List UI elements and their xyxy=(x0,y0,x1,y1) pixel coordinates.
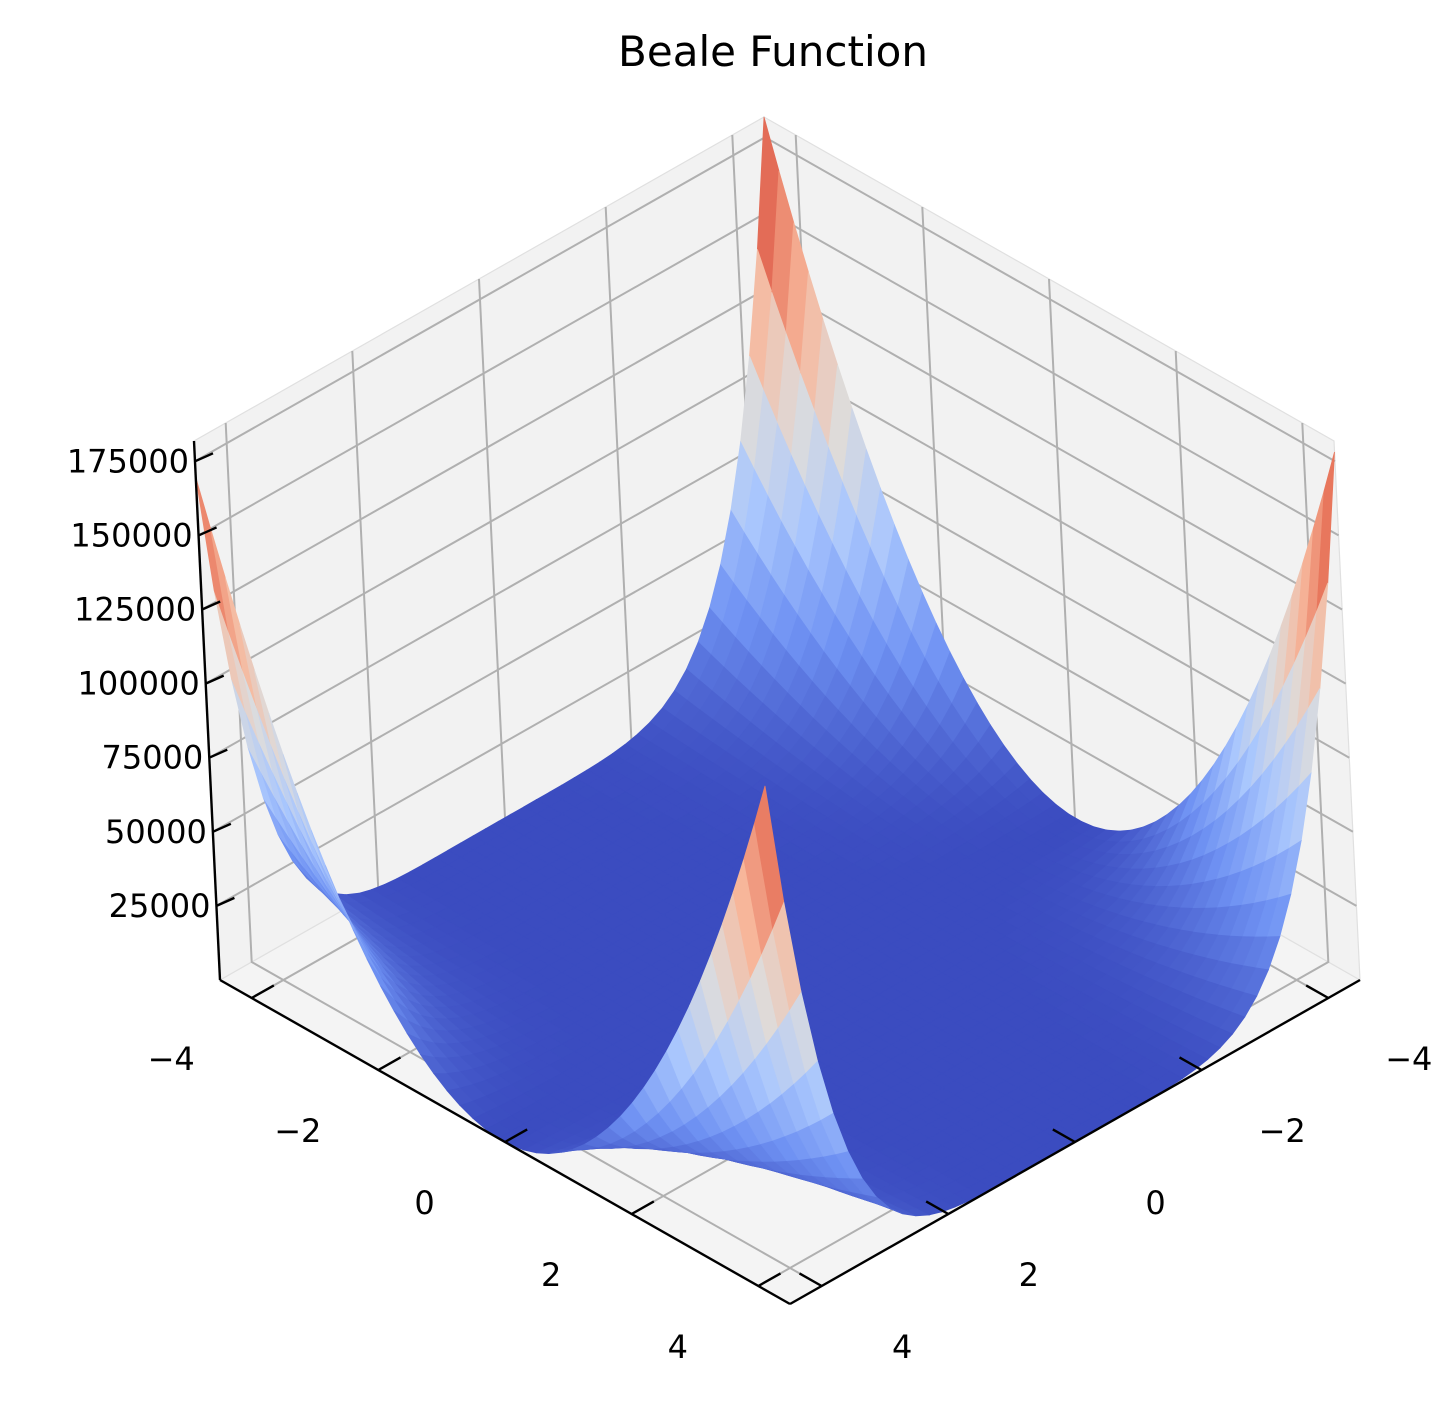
z-tick-mark xyxy=(205,674,225,685)
z-tick-mark xyxy=(194,452,214,463)
y-tick-mark xyxy=(925,1200,949,1216)
z-tick-label: 100000 xyxy=(78,665,200,703)
x-tick-label: 4 xyxy=(668,1328,688,1366)
z-tick-label: 25000 xyxy=(109,887,211,925)
x-tick-label: 2 xyxy=(541,1256,561,1294)
tick-labels: −4 −2 0 2 4 −4 −2 0 2 4 25000 50000 75000 100000 12500… xyxy=(67,442,1433,1365)
y-tick-mark xyxy=(1305,984,1329,1000)
surface-facet xyxy=(754,785,785,930)
y-tick-label: 2 xyxy=(1019,1256,1039,1294)
y-tick-mark xyxy=(798,1272,823,1288)
x-tick-mark xyxy=(757,1272,782,1288)
x-tick-mark xyxy=(377,1056,402,1072)
z-tick-label: 125000 xyxy=(74,591,196,629)
z-tick-mark xyxy=(212,822,232,833)
y-tick-label: 0 xyxy=(1145,1184,1165,1222)
axis-lines xyxy=(192,440,1361,1306)
surface-plot xyxy=(195,116,1335,1217)
z-tick-label: 175000 xyxy=(67,442,189,480)
y-tick-label: −2 xyxy=(1259,1112,1306,1150)
x-tick-mark xyxy=(504,1128,528,1144)
x-tick-mark xyxy=(631,1200,655,1216)
x-tick-mark xyxy=(251,984,275,1000)
y-tick-label: 4 xyxy=(892,1328,912,1366)
z-tick-mark xyxy=(208,748,228,759)
z-tick-mark xyxy=(215,896,235,907)
z-axis-line xyxy=(192,440,222,981)
z-tick-label: 75000 xyxy=(101,739,203,777)
y-tick-mark xyxy=(1052,1128,1076,1144)
x-tick-label: −2 xyxy=(274,1112,321,1150)
grid-line-y xyxy=(224,422,823,1287)
y-tick-label: −4 xyxy=(1385,1040,1432,1078)
z-tick-mark xyxy=(201,600,221,611)
x-tick-label: −4 xyxy=(148,1040,195,1078)
z-tick-label: 50000 xyxy=(105,813,207,851)
y-tick-mark xyxy=(1178,1056,1203,1072)
z-tick-label: 150000 xyxy=(70,516,192,554)
chart-title: Beale Function xyxy=(618,27,928,76)
x-tick-label: 0 xyxy=(414,1184,434,1222)
z-tick-mark xyxy=(198,526,218,537)
